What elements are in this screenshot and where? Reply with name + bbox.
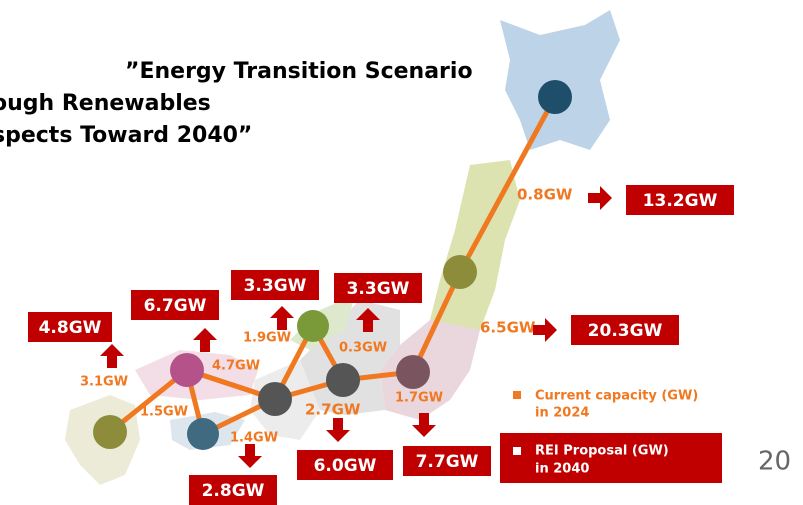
nodes — [93, 80, 572, 450]
legend-text: in 2024 — [535, 406, 589, 421]
proposal-box — [231, 270, 319, 300]
current-capacity: 4.7GW — [212, 359, 260, 374]
proposal-capacity: 3.3GW — [347, 279, 410, 299]
arrow — [356, 308, 380, 332]
link — [410, 270, 463, 374]
arrow — [533, 318, 557, 342]
proposal-box — [189, 475, 277, 505]
arrow — [193, 328, 217, 352]
node — [93, 415, 127, 449]
proposal-box — [297, 450, 393, 480]
current-capacity: 3.1GW — [80, 375, 128, 390]
title-line: spects Toward 2040” — [0, 123, 252, 148]
arrow — [412, 413, 436, 437]
proposal-capacity: 2.8GW — [202, 481, 265, 501]
legend-text: REI Proposal (GW) — [535, 444, 669, 459]
current-capacity: 1.7GW — [395, 391, 443, 406]
current-capacity: 1.5GW — [140, 405, 188, 420]
legend-box — [500, 433, 722, 483]
current-capacity: 6.5GW — [480, 319, 536, 337]
legend-text: in 2040 — [535, 462, 589, 477]
node — [538, 80, 572, 114]
hokkaido — [500, 10, 620, 150]
current-capacity: 0.3GW — [339, 341, 387, 356]
proposal-box — [334, 273, 422, 303]
title-line: ”Energy Transition Scenario — [125, 59, 473, 84]
current-capacity: 2.7GW — [305, 401, 361, 419]
node — [443, 255, 477, 289]
legend-swatch — [513, 391, 521, 399]
proposal-box — [626, 185, 734, 215]
current-capacity: 1.9GW — [243, 331, 291, 346]
node — [326, 363, 360, 397]
node — [170, 353, 204, 387]
title-line: ough Renewables — [0, 91, 211, 116]
proposal-box — [131, 290, 219, 320]
page-number: 20 — [758, 447, 791, 477]
legend-text: Current capacity (GW) — [535, 389, 698, 404]
legend: Current capacity (GW) in 2024 REI Propos… — [500, 389, 722, 483]
current-capacity: 1.4GW — [230, 431, 278, 446]
proposal-capacity: 20.3GW — [588, 321, 663, 341]
proposal-box — [28, 312, 112, 342]
proposal-capacity: 6.0GW — [314, 456, 377, 476]
proposal-capacity: 7.7GW — [416, 452, 479, 472]
arrow — [326, 418, 350, 442]
proposal-capacity: 4.8GW — [39, 318, 102, 338]
node — [258, 382, 292, 416]
proposal-box — [403, 446, 491, 476]
proposal-capacity: 3.3GW — [244, 276, 307, 296]
arrow — [100, 344, 124, 368]
proposal-capacity: 13.2GW — [643, 191, 718, 211]
arrow — [238, 444, 262, 468]
link — [457, 95, 558, 274]
current-capacity: 0.8GW — [517, 186, 573, 204]
node — [187, 418, 219, 450]
proposal-box — [571, 315, 679, 345]
legend-swatch — [513, 447, 521, 455]
arrow — [588, 186, 612, 210]
node — [297, 310, 329, 342]
arrow — [270, 306, 294, 330]
kanto — [380, 320, 480, 420]
proposal-capacity: 6.7GW — [144, 296, 207, 316]
node — [396, 355, 430, 389]
